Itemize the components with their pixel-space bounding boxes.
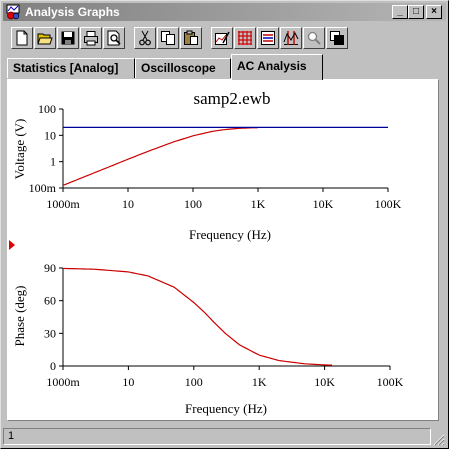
paste-button[interactable]: [180, 27, 202, 49]
status-bar: 1: [3, 427, 446, 447]
minimize-button[interactable]: _: [392, 5, 408, 19]
y-tick-label: 60: [44, 294, 56, 308]
new-icon: [16, 30, 28, 46]
maximize-button[interactable]: □: [408, 5, 424, 19]
paste-icon: [184, 30, 198, 45]
x-tick-label: 100: [184, 197, 202, 211]
tab-strip: Statistics [Analog] Oscilloscope AC Anal…: [3, 53, 446, 81]
graph-panel: samp2.ewb 100m 1 10 100 1000m 10 100 1K 10K 100K…: [7, 79, 439, 421]
toggle-grid-button[interactable]: [234, 27, 256, 49]
close-icon: ×: [431, 6, 437, 17]
y-tick-label: 90: [44, 261, 56, 275]
selected-graph-marker: [9, 240, 15, 250]
open-icon: [37, 33, 53, 45]
tab-ac-analysis[interactable]: AC Analysis: [231, 54, 323, 80]
phase-graph[interactable]: 0 30 60 90 1000m 10 100 1K 10K 100K Frequency (H…: [12, 261, 404, 416]
reverse-colors-icon: [330, 31, 344, 45]
graph-properties-button[interactable]: [211, 27, 233, 49]
minimize-icon: _: [397, 6, 403, 17]
x-tick-label: 10K: [313, 197, 334, 211]
x-tick-label: 100K: [377, 375, 404, 389]
tab-statistics-analog[interactable]: Statistics [Analog]: [7, 58, 135, 78]
magnitude-x-axis-label: Frequency (Hz): [189, 227, 271, 242]
print-icon: [84, 31, 98, 46]
cut-icon: [139, 30, 151, 46]
toolbar: [3, 23, 446, 55]
x-tick-label: 10: [122, 197, 134, 211]
status-text: 1: [3, 428, 431, 445]
x-tick-label: 1K: [252, 375, 267, 389]
x-tick-label: 10K: [314, 375, 335, 389]
x-tick-label: 100K: [375, 197, 402, 211]
reverse-colors-button[interactable]: [326, 27, 348, 49]
phase-series-line: [62, 267, 333, 366]
print-preview-button[interactable]: [103, 27, 125, 49]
y-tick-label: 10: [44, 128, 56, 142]
maximize-icon: □: [412, 6, 420, 17]
y-tick-label: 0: [50, 359, 56, 373]
zoom-button[interactable]: [303, 27, 325, 49]
x-tick-label: 10: [122, 375, 134, 389]
phase-y-axis-label: Phase (deg): [12, 285, 27, 346]
cursors-icon: [283, 31, 299, 45]
resize-grip-icon[interactable]: [433, 434, 445, 446]
phase-x-axis-label: Frequency (Hz): [185, 401, 267, 416]
y-tick-label: 100m: [29, 181, 57, 195]
graph-properties-icon: [215, 31, 230, 45]
save-button[interactable]: [57, 27, 79, 49]
toggle-grid-icon: [238, 31, 252, 45]
x-tick-label: 1K: [251, 197, 266, 211]
y-tick-label: 100: [38, 102, 56, 116]
cut-button[interactable]: [134, 27, 156, 49]
magnitude-graph[interactable]: samp2.ewb 100m 1 10 100 1000m 10 100 1K 10K 100K…: [12, 89, 402, 242]
y-tick-label: 1: [50, 155, 56, 169]
new-button[interactable]: [11, 27, 33, 49]
open-button[interactable]: [34, 27, 56, 49]
window-title: Analysis Graphs: [25, 5, 120, 19]
x-tick-label: 100: [185, 375, 203, 389]
x-tick-label: 1000m: [46, 375, 80, 389]
save-icon: [61, 31, 75, 45]
close-button[interactable]: ×: [426, 5, 442, 19]
title-bar[interactable]: Analysis Graphs _ □ ×: [3, 3, 446, 21]
print-button[interactable]: [80, 27, 102, 49]
copy-icon: [161, 31, 175, 45]
magnitude-series-line: [62, 127, 259, 186]
print-preview-icon: [107, 30, 121, 46]
copy-button[interactable]: [157, 27, 179, 49]
y-tick-label: 30: [44, 326, 56, 340]
magnitude-y-axis-label: Voltage (V): [12, 119, 27, 180]
app-icon: [6, 4, 20, 20]
graph-title: samp2.ewb: [194, 89, 271, 108]
toggle-legend-button[interactable]: [257, 27, 279, 49]
toggle-legend-icon: [261, 31, 275, 45]
cursors-button[interactable]: [280, 27, 302, 49]
zoom-icon: [307, 31, 321, 45]
x-tick-label: 1000m: [46, 197, 80, 211]
tab-oscilloscope[interactable]: Oscilloscope: [135, 58, 231, 78]
